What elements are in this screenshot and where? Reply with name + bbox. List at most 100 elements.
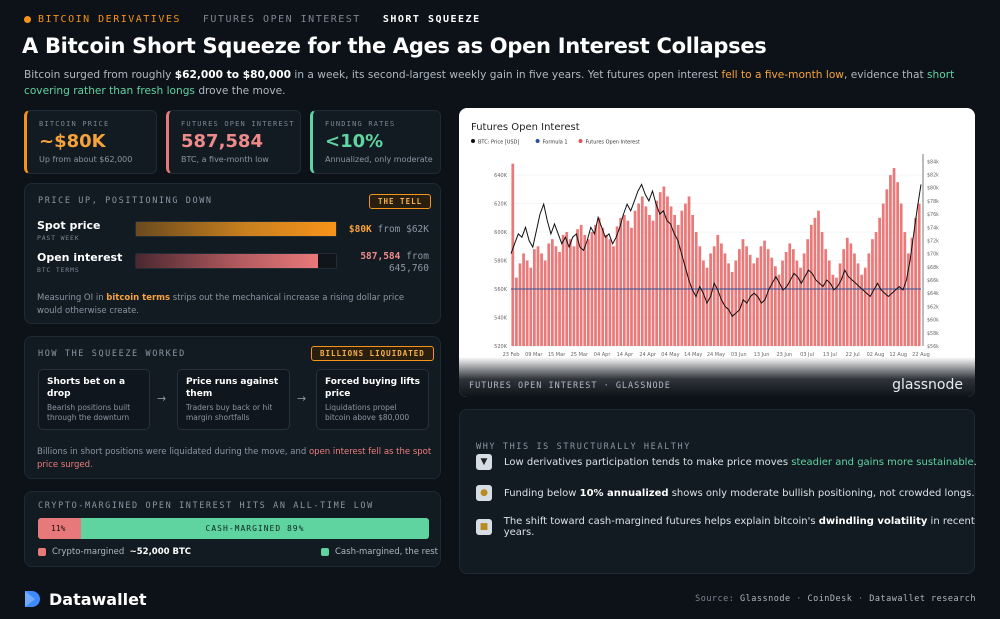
subtitle-highlight-price: $62,000 to $80,000 [174,69,292,81]
chart-bar [838,263,842,346]
note-text: Billions in short positions were liquida… [37,447,309,457]
chart-bar [529,267,533,346]
chart-bar [658,192,662,346]
chart-bar [885,189,889,346]
chart-bar [687,196,691,346]
stat-sub: Up from about $62,000 [39,155,133,164]
nav-item-short-squeeze[interactable]: SHORT SQUEEZE [382,14,481,25]
source-datawallet-research[interactable]: Datawallet research [869,594,976,604]
chart-bar [813,217,817,346]
chart-bar [784,252,788,346]
step-title: Price runs against them [186,377,279,399]
page-subtitle: Bitcoin surged from roughly $62,000 to $… [24,68,979,99]
stat-card-open-interest: FUTURES OPEN INTEREST 587,584 BTC, a fiv… [166,110,301,174]
page-title: A Bitcoin Short Squeeze for the Ages as … [22,34,767,58]
chart-legend-label: Futures Open Interest [586,140,640,146]
chart-bar [669,206,673,346]
chart-bar [558,252,561,346]
chart-x-tick: 24 Apr [639,352,657,358]
chart-legend-label: Formula 1 [543,140,568,146]
chart-bar [576,229,579,346]
chart-bar [586,239,590,346]
chart-y-left-tick: 520K [494,344,508,350]
chart-bar [522,253,525,346]
chart-bar [720,243,723,346]
chart-bar [738,249,741,346]
source-glassnode[interactable]: Glassnode [740,594,791,604]
text: shows only moderate bullish positioning,… [668,487,975,499]
chart-y-left-tick: 540K [494,316,508,322]
chart-bar [734,260,738,346]
top-nav: BITCOIN DERIVATIVES FUTURES OPEN INTERES… [24,14,503,25]
subtitle-text: Bitcoin surged from roughly [24,69,175,81]
chart-bar [759,246,763,346]
squeeze-note: Billions in short positions were liquida… [37,446,432,472]
health-text: Funding below 10% annualized shows only … [504,488,975,499]
nav-brand[interactable]: BITCOIN DERIVATIVES [38,14,181,25]
datawallet-logo-icon [25,591,40,607]
text: The shift toward cash-margined futures h… [503,516,819,527]
chart-bar [540,253,543,346]
source-prefix: Source: [695,594,741,604]
chart-bar [741,239,745,346]
chart-bar [630,227,633,346]
chart-legend-marker [535,139,540,143]
text: Low derivatives participation tends to m… [504,456,792,468]
chart-legend-marker [578,139,583,143]
chart-x-tick: 25 Mar [571,352,589,358]
chart-bar [809,224,813,346]
chart-bar [899,203,903,346]
chart-bar [777,274,781,346]
chart-panel: Futures Open Interest BTC: Price [USD] For… [459,108,975,397]
chart-x-tick: 23 Feb [503,352,520,358]
health-text: The shift toward cash-margined futures h… [504,516,1000,538]
arrow-right-icon: → [297,392,307,405]
chart-bar [666,196,669,346]
step-title: Forced buying lifts price [325,377,420,399]
source-sep: · [790,594,808,604]
chart-x-tick: 09 Mar [525,352,543,358]
open-interest-value: 587,584 from 645,760 [360,251,429,275]
chart-x-tick: 14 Apr [617,352,635,358]
note-highlight: open interest fell as the spot price sur… [37,447,432,470]
chart-bar [608,239,612,346]
legend-label: Crypto-margined [52,547,125,557]
stat-value: ~$80K [39,131,106,152]
step-desc: Traders buy back or hit margin shortfall… [186,403,273,422]
chart-bar [712,246,716,346]
legend-cash-margined: Cash-margined, the rest [321,547,438,557]
chart-bar [651,220,655,346]
highlight: 10% annualized [579,487,669,499]
glassnode-logo: glassnode [892,377,963,393]
chart-bar [788,243,792,346]
nav-item-futures-open-interest[interactable]: FUTURES OPEN INTEREST [202,14,361,25]
note-highlight: bitcoin terms [106,293,171,303]
stat-label: BITCOIN PRICE [39,120,110,128]
legend-swatch [321,548,329,556]
chart-bar [684,203,687,346]
chart-bar [550,239,554,346]
chart-x-tick: 22 Jul [846,352,860,358]
cash-margined-segment: CASH-MARGINED 89% [81,518,429,539]
highlight: steadier and gains more sustainable [791,456,974,468]
stat-label: FUNDING RATES [325,120,396,128]
chart-y-right-tick: $56k [927,344,939,350]
text: Funding below [504,487,580,499]
chart-x-tick: 22 Aug [912,352,930,358]
chart-bar [827,260,831,346]
the-tell-badge: THE TELL [369,194,432,209]
source-coindesk[interactable]: CoinDesk [807,594,853,604]
step-desc: Liquidations propel bitcoin above $80,00… [325,403,410,422]
chart-bar [817,210,820,346]
chart-bar [907,253,910,346]
source-line: Source: Glassnode · CoinDesk · Datawalle… [695,594,976,604]
chart-legend-marker [471,139,475,143]
chart-y-right-tick: $72k [927,238,939,244]
note-text: strips out the mechanical increase a ris… [37,293,405,316]
chart-bar [806,239,810,346]
chart-bar [572,246,576,346]
datawallet-logo[interactable]: Datawallet [22,589,147,609]
chart-bar [763,240,766,346]
spot-price-from: from $62K [377,224,429,235]
chart-bar [594,224,597,346]
